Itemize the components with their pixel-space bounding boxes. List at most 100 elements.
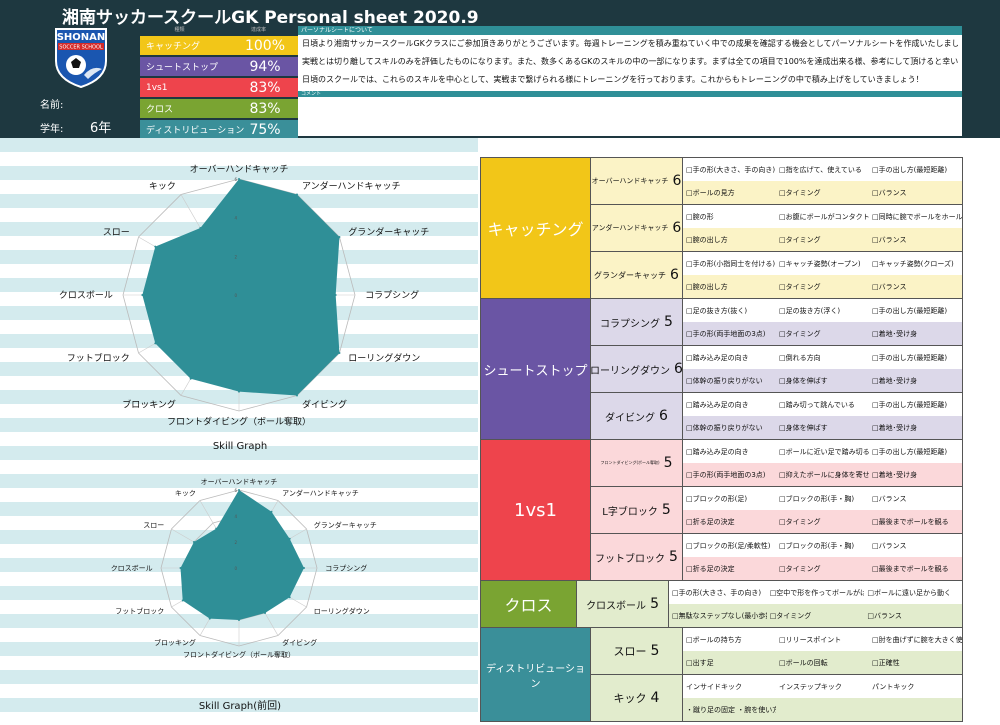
radar-tick-label: 0 (234, 566, 237, 571)
skill-score: 6 (672, 220, 682, 236)
score-name: シュートストップ (146, 63, 219, 73)
check-item: □バランス (872, 188, 907, 197)
check-row: □出す足 □ボールの回転 □正確性 (683, 651, 962, 674)
check-row: ・蹴り足の固定 ・腕を使い方 ・踏み込み位置 ・ボールの中心を捉える など (683, 698, 962, 721)
check-item: □体幹の振り戻りがない (686, 423, 763, 432)
check-row: □踏み込み足の向き □踏み切って跳んでいる □手の出し方(最短距離) (683, 393, 962, 416)
radar-point (215, 527, 218, 530)
radar-axis-label: フットブロック (115, 607, 164, 616)
radar-axis-label: グランダーキャッチ (314, 520, 377, 529)
skill-score: 6 (670, 267, 679, 283)
check-row: □折る足の決定 □タイミング □最後までボールを観る (683, 557, 962, 580)
skill-row: フロントダイビング(ボール奪取) 5 □踏み込み足の向き □ボールに近い足で踏み切る □… (591, 440, 962, 487)
check-item: □着地･受け身 (872, 376, 918, 385)
skill-name: ローリングダウン (590, 365, 671, 377)
check-row: □足の抜き方(抜く) □足の抜き方(浮く) □手の出し方(最短距離) (683, 299, 962, 322)
check-item: □正確性 (872, 658, 900, 667)
check-item: □着地･受け身 (872, 423, 918, 432)
radar-axis-label: ダイビング (302, 398, 347, 410)
radar-tick-label: 6 (234, 488, 237, 493)
skill-row: クロスボール5□手の形(大きさ、手の向き)□空中で形を作ってボールがはまる□ボー… (577, 581, 962, 627)
check-item: □出す足 (686, 658, 714, 667)
check-item: □バランス (872, 541, 907, 550)
category-block: ディストリビューション スロー 5 □ボールの持ち方 □リリースポイント □肘を曲げずに腕… (481, 628, 962, 721)
check-item: □腕の形 (686, 212, 714, 221)
check-item: □バランス (872, 494, 907, 503)
skill-name-cell: L字ブロック 5 (591, 487, 683, 533)
check-item: □タイミング (779, 517, 821, 526)
radar-axis-label: フットブロック (67, 352, 130, 364)
skill-name-cell: フロントダイビング(ボール奪取) 5 (591, 440, 683, 486)
check-item: □空中で形を作ってボールがはまる (769, 588, 865, 597)
check-item: □足の抜き方(抜く) (686, 306, 748, 315)
check-item: □手の出し方(最短距離) (872, 353, 948, 362)
check-item: パントキック (872, 682, 915, 691)
check-item: □踏み込み足の向き (686, 353, 749, 362)
about-line-3: 日頃のスクールでは、これらのスキルを中心として、実戦まで繋げられる様にトレーニン… (302, 75, 924, 84)
radar-axis-label: アンダーハンドキャッチ (282, 489, 359, 498)
check-item: □手の形(両手地面の3点) (686, 470, 766, 479)
radar-point (238, 619, 240, 621)
skill-row: ダイビング 6 □踏み込み足の向き □踏み切って跳んでいる □手の出し方(最短距離) □体… (591, 393, 962, 439)
check-item: □折る足の決定 (686, 564, 735, 573)
radar-point (238, 178, 240, 180)
radar-point (181, 599, 184, 602)
name-label: 名前: (40, 100, 64, 111)
skill-score: 5 (661, 502, 671, 518)
skill-score: 5 (663, 455, 673, 471)
check-item: インステップキック (779, 682, 842, 691)
score-row: シュートストップ 94% (140, 57, 298, 76)
category-block: キャッチング オーバーハンドキャッチ 6 □手の形(大きさ、手の向き) □指を広げて、使… (481, 158, 962, 299)
check-item: □ボールの持ち方 (686, 635, 742, 644)
about-box: パーソナルシートについて 日頃より湘南サッカースクールGKクラスにご参加頂きあり… (298, 26, 962, 136)
check-item: □タイミング (779, 188, 821, 197)
check-item: □バランス (867, 611, 902, 620)
check-item: □ブロックの形(手・胸) (779, 541, 855, 550)
radar-axis-label: ブロッキング (154, 638, 196, 647)
check-row: □ブロックの形(足/柔軟性) □ブロックの形(手・胸) □バランス (683, 534, 962, 557)
check-item: □手の出し方(最短距離) (872, 306, 948, 315)
radar-axis-label: アンダーハンドキャッチ (302, 180, 400, 192)
radar-axis-label: ローリングダウン (314, 607, 370, 616)
skill-name: クロスボール (586, 600, 647, 612)
radar-axis-label: クロスボール (111, 564, 153, 572)
radar-point (338, 352, 341, 354)
radar-axis-label: コラプシング (365, 289, 419, 301)
check-item: □踏み切って跳んでいる (779, 400, 855, 409)
check-row: □手の形(両手地面の3点) □抑えたボールに身体を寄せる □着地･受け身 (683, 463, 962, 486)
score-header-item: 種類 (174, 27, 185, 33)
check-row: □体幹の振り戻りがない □身体を伸ばす □着地･受け身 (683, 416, 962, 439)
check-item: □最後までボールを観る (872, 564, 949, 573)
check-item: □リリースポイント (779, 635, 842, 644)
radar-tick-label: 6 (234, 177, 237, 182)
skill-name: コラプシング (600, 318, 661, 330)
radar-point (338, 236, 341, 238)
grade-value: 6年 (90, 121, 112, 136)
check-item: □キャッチ姿勢(クローズ) (872, 259, 954, 268)
radar-point (208, 617, 211, 620)
skill-name-cell: スロー 5 (591, 628, 683, 674)
grade-label: 学年: (40, 124, 64, 135)
radar-axis-label: グランダーキャッチ (348, 226, 429, 238)
radar-axis-label: スロー (143, 521, 164, 529)
radar-point (179, 567, 182, 569)
category-name: クロス (481, 581, 578, 627)
score-header-rate: 達成率 (250, 27, 266, 33)
check-row: □手の形(大きさ、手の向き) □指を広げて、使えている □手の出し方(最短距離) (683, 158, 962, 181)
radar-axis-label: キック (149, 181, 176, 192)
score-value: 100% (244, 37, 286, 54)
skill-name-cell: フットブロック 5 (591, 534, 683, 580)
radar-point (199, 227, 202, 230)
radar-point (303, 567, 305, 569)
about-line-2: 実戦とは切り離してスキルのみを評価したものになります。また、数多くあるGKのスキ… (302, 57, 958, 66)
radar-point (189, 377, 192, 380)
check-row: □手の形(両手地面の3点) □タイミング □着地･受け身 (683, 322, 962, 345)
category-name: 1vs1 (481, 440, 591, 580)
check-row: □体幹の振り戻りがない □身体を伸ばす □着地･受け身 (683, 369, 962, 392)
check-item: □手の形(大きさ、手の向き) (686, 165, 776, 174)
skill-name: スロー (613, 645, 647, 658)
radar-data-area (180, 490, 304, 620)
skill-name: L字ブロック (602, 506, 658, 518)
skill-name: ダイビング (605, 412, 656, 424)
check-item: □ボールの回転 (779, 658, 828, 667)
